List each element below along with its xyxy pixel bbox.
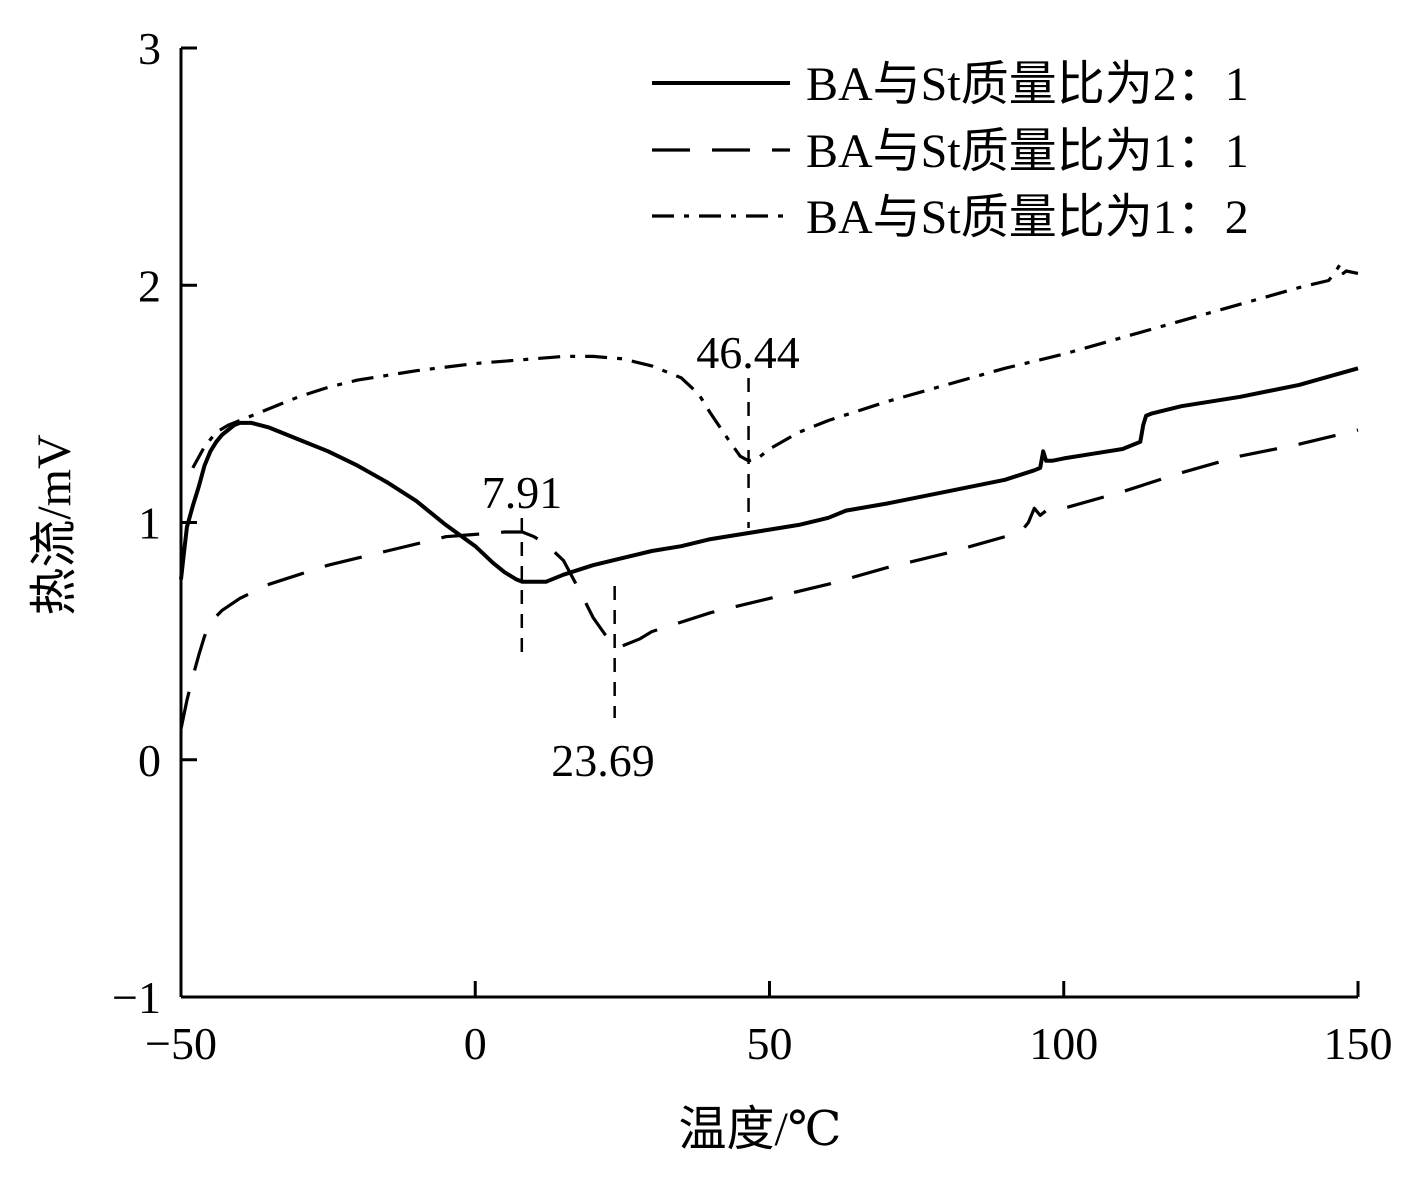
series-line-3 [191, 262, 1359, 469]
series-line-1 [179, 366, 1359, 584]
series-layer [179, 262, 1359, 730]
y-tick-label: 2 [138, 260, 161, 311]
annotation-label: 7.91 [482, 467, 563, 518]
legend-label-3: BA与St质量比为1：2 [806, 191, 1249, 244]
axes-layer: −50 0 50 100 150 −1 0 1 2 3 [112, 23, 1392, 1069]
legend-label-2: BA与St质量比为1：1 [806, 125, 1249, 178]
legend-label-1: BA与St质量比为2：1 [806, 58, 1249, 111]
x-tick-label: −50 [145, 1018, 217, 1069]
x-tick-label: 100 [1029, 1018, 1098, 1069]
legend: BA与St质量比为2：1 BA与St质量比为1：1 BA与St质量比为1：2 [652, 58, 1249, 244]
y-tick-label: 3 [138, 23, 161, 74]
annotation-label: 23.69 [551, 735, 655, 786]
y-tick-label: 1 [138, 498, 161, 549]
y-tick-label: 0 [138, 735, 161, 786]
y-tick-label: −1 [112, 972, 161, 1023]
x-tick-label: 150 [1324, 1018, 1393, 1069]
series-line-2 [179, 428, 1359, 730]
x-tick-label: 0 [464, 1018, 487, 1069]
annotation-layer: 7.91 23.69 46.44 [482, 327, 800, 786]
x-tick-label: 50 [747, 1018, 793, 1069]
y-axis-title: 热流/mV [28, 434, 81, 616]
annotation-label: 46.44 [696, 327, 800, 378]
x-axis-title: 温度/℃ [678, 1103, 841, 1156]
